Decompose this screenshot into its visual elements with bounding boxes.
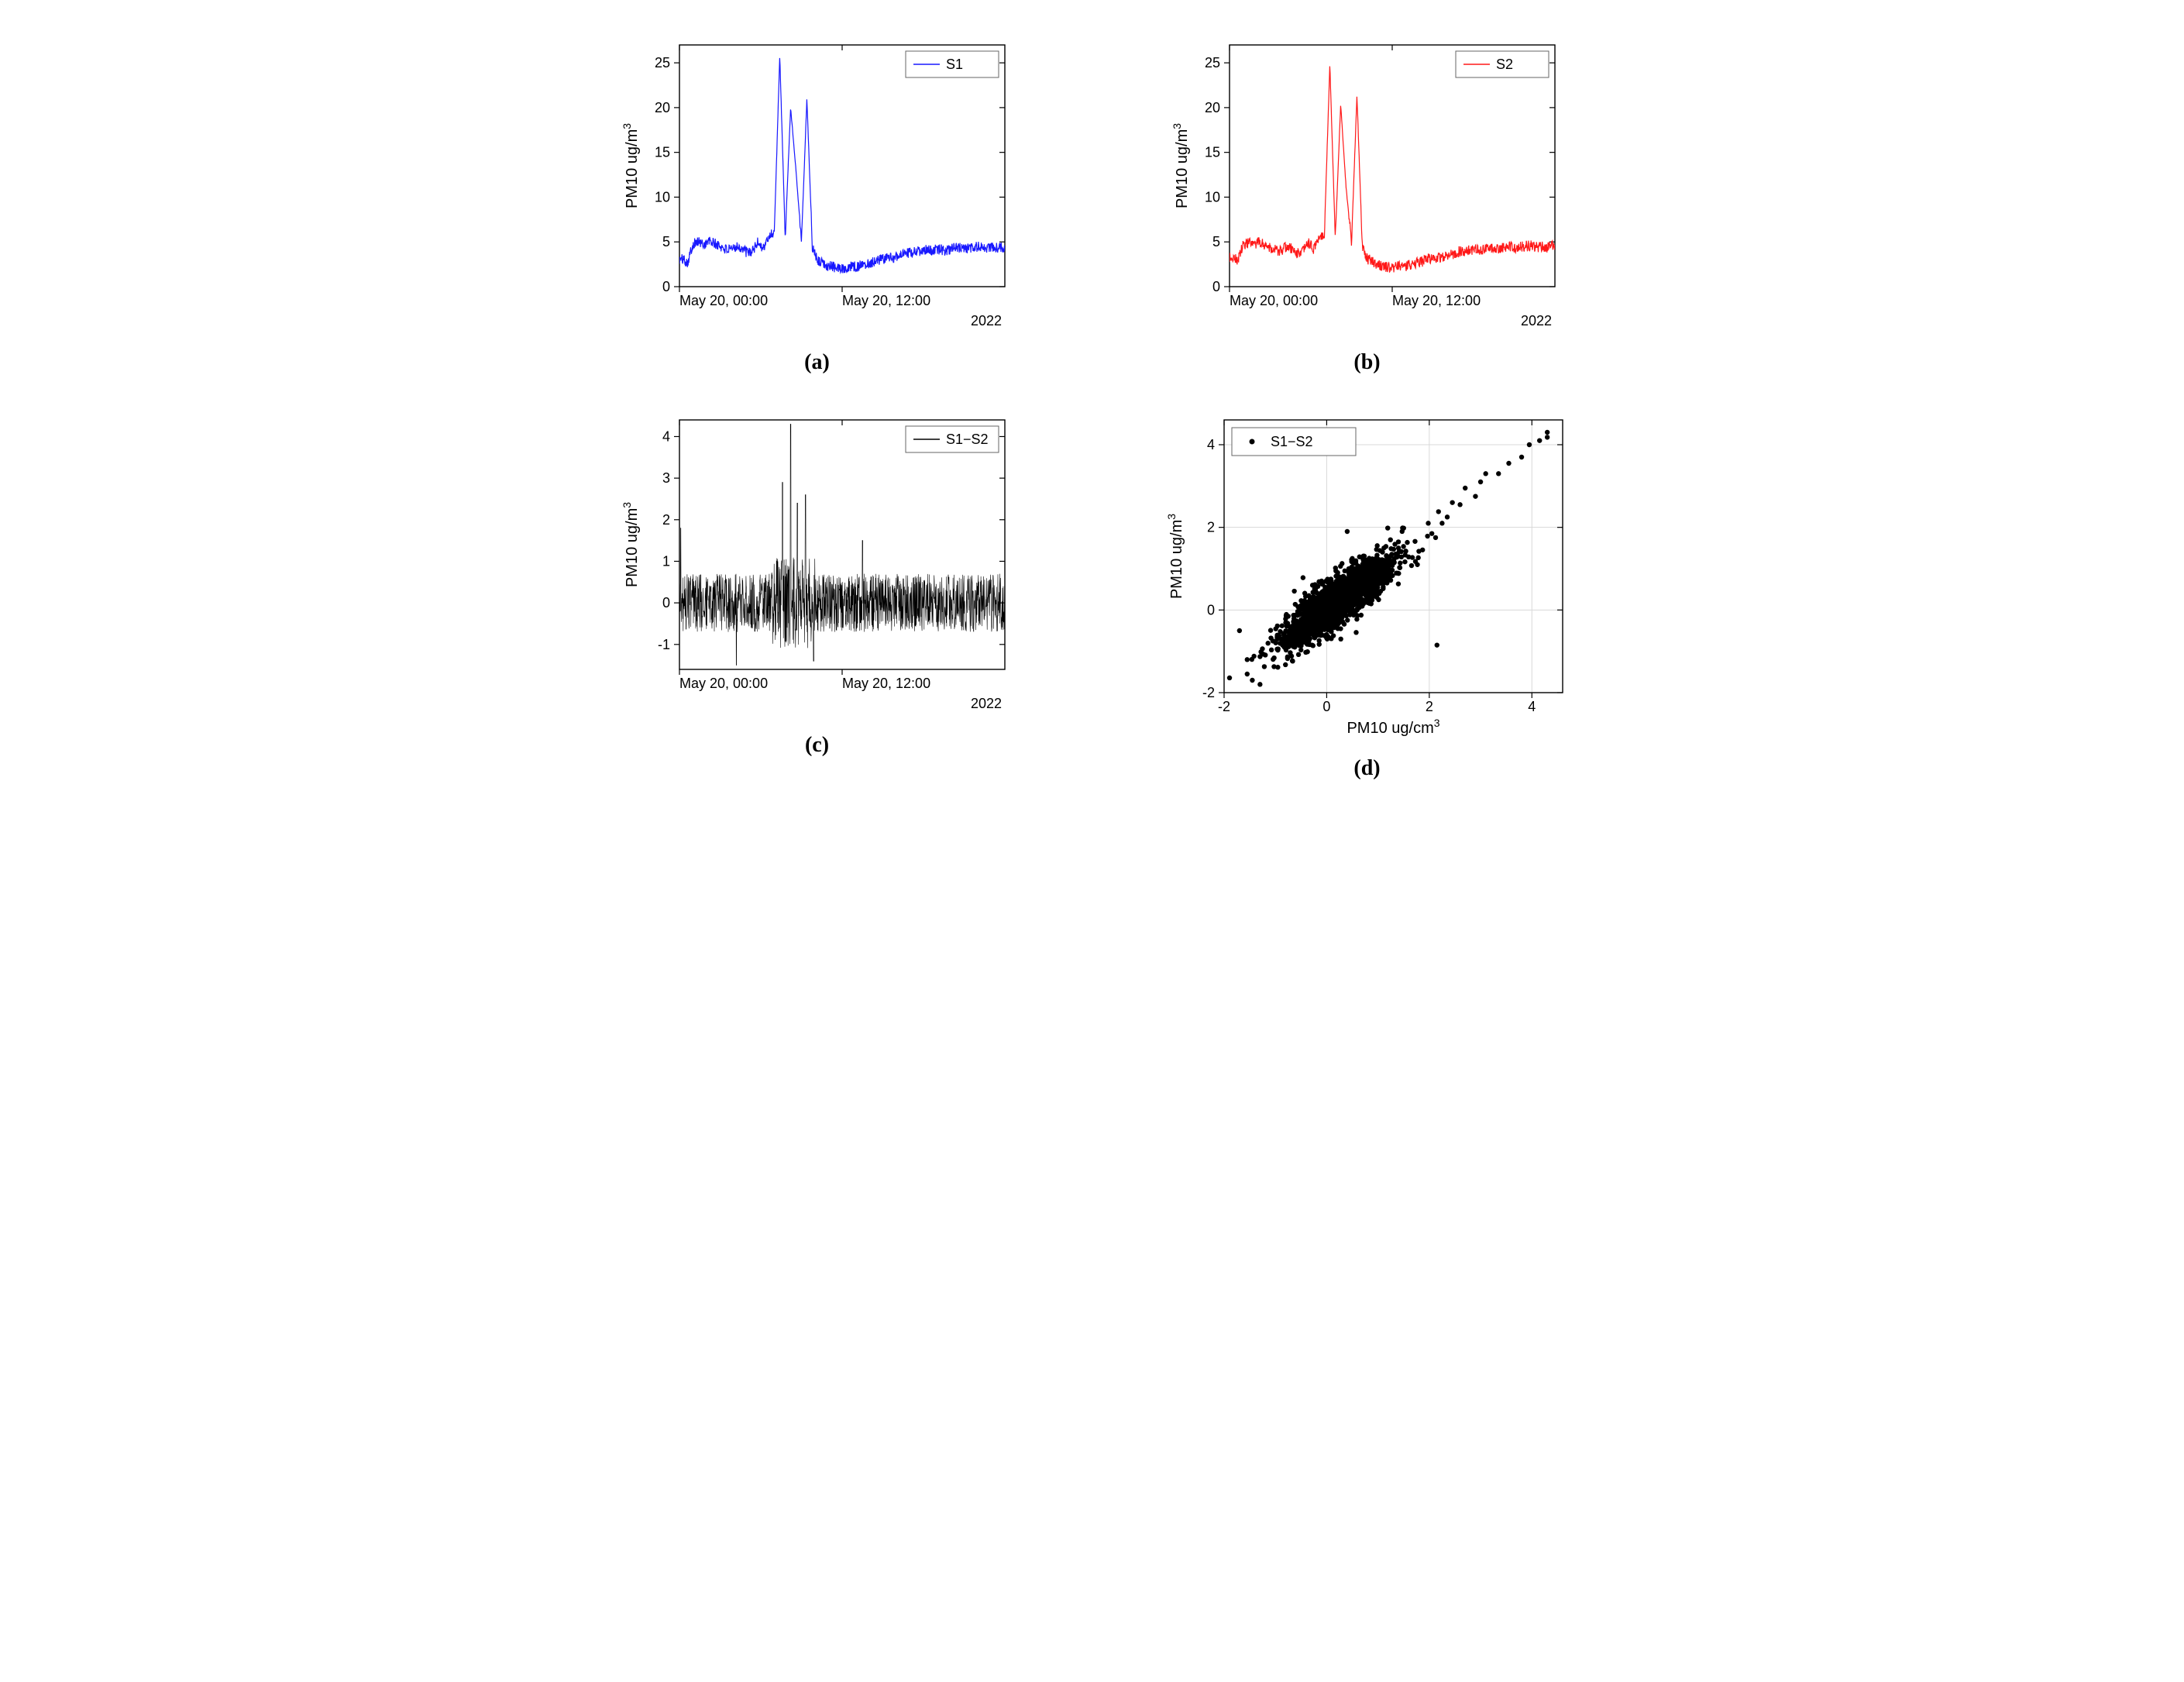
svg-text:May 20, 00:00: May 20, 00:00	[679, 676, 768, 691]
svg-text:S2: S2	[1496, 57, 1513, 72]
caption-b: (b)	[1353, 350, 1380, 375]
chart-c: -1 0 1 2 3 4 May 20, 00:00 May 20, 12:00 2022 PM1…	[616, 406, 1019, 724]
panel-d: -2 0 2 4 -2 0 2 4 PM10 ug/cm3 PM10 ug/m3 S1−S2 (d)	[1139, 406, 1596, 781]
svg-text:PM10 ug/m3: PM10 ug/m3	[1171, 123, 1191, 208]
svg-text:May 20, 00:00: May 20, 00:00	[679, 293, 768, 308]
svg-text:1: 1	[662, 553, 669, 569]
svg-text:S1−S2: S1−S2	[1271, 434, 1313, 449]
svg-text:2022: 2022	[970, 313, 1001, 328]
chart-b: 0 5 10 15 20 25 May 20, 00:00 May 20, 12:00 2022…	[1166, 31, 1569, 341]
svg-text:5: 5	[662, 234, 669, 249]
svg-text:-2: -2	[1202, 685, 1214, 700]
svg-text:PM10 ug/m3: PM10 ug/m3	[621, 123, 641, 208]
svg-text:2: 2	[1206, 520, 1214, 535]
svg-text:0: 0	[1206, 602, 1214, 617]
svg-text:S1−S2: S1−S2	[946, 432, 989, 447]
svg-text:0: 0	[1212, 279, 1219, 294]
svg-text:10: 10	[1204, 189, 1219, 205]
chart-a: 0 5 10 15 20 25 May 20, 00:00 May 20, 12:00 2022…	[616, 31, 1019, 341]
svg-text:4: 4	[662, 428, 669, 444]
svg-text:20: 20	[654, 100, 669, 115]
svg-text:PM10 ug/m3: PM10 ug/m3	[621, 502, 641, 587]
svg-text:2022: 2022	[1520, 313, 1551, 328]
svg-text:15: 15	[1204, 145, 1219, 160]
caption-a: (a)	[804, 350, 830, 375]
caption-d: (d)	[1353, 756, 1380, 781]
svg-text:-1: -1	[657, 637, 669, 652]
svg-text:May 20, 12:00: May 20, 12:00	[842, 676, 930, 691]
panel-a: 0 5 10 15 20 25 May 20, 00:00 May 20, 12:00 2022…	[589, 31, 1046, 375]
svg-text:2: 2	[662, 512, 669, 528]
svg-text:5: 5	[1212, 234, 1219, 249]
svg-text:25: 25	[1204, 55, 1219, 71]
figure-grid: 0510152025May 20, 00:00May 20, 12:002022…	[589, 31, 1596, 781]
caption-c: (c)	[805, 733, 829, 758]
svg-text:4: 4	[1528, 699, 1536, 714]
svg-text:3: 3	[662, 470, 669, 486]
svg-text:S1: S1	[946, 57, 963, 72]
svg-text:15: 15	[654, 145, 669, 160]
chart-d: -2 0 2 4 -2 0 2 4 PM10 ug/cm3 PM10 ug/m3 S1−S2	[1158, 406, 1577, 747]
svg-text:2022: 2022	[970, 696, 1001, 711]
svg-text:0: 0	[662, 279, 669, 294]
svg-text:10: 10	[654, 189, 669, 205]
svg-text:0: 0	[1322, 699, 1330, 714]
svg-text:4: 4	[1206, 437, 1214, 452]
svg-text:May 20, 00:00: May 20, 00:00	[1230, 293, 1318, 308]
svg-text:25: 25	[654, 55, 669, 71]
svg-text:2: 2	[1425, 699, 1432, 714]
svg-text:PM10 ug/m3: PM10 ug/m3	[1165, 514, 1185, 599]
panel-c: -1 0 1 2 3 4 May 20, 00:00 May 20, 12:00 2022 PM1…	[589, 406, 1046, 781]
svg-text:May 20, 12:00: May 20, 12:00	[842, 293, 930, 308]
svg-text:PM10 ug/cm3: PM10 ug/cm3	[1347, 717, 1439, 737]
svg-text:-2: -2	[1217, 699, 1230, 714]
svg-text:20: 20	[1204, 100, 1219, 115]
svg-text:May 20, 12:00: May 20, 12:00	[1392, 293, 1481, 308]
svg-text:0: 0	[662, 595, 669, 611]
panel-b: 0 5 10 15 20 25 May 20, 00:00 May 20, 12:00 2022…	[1139, 31, 1596, 375]
